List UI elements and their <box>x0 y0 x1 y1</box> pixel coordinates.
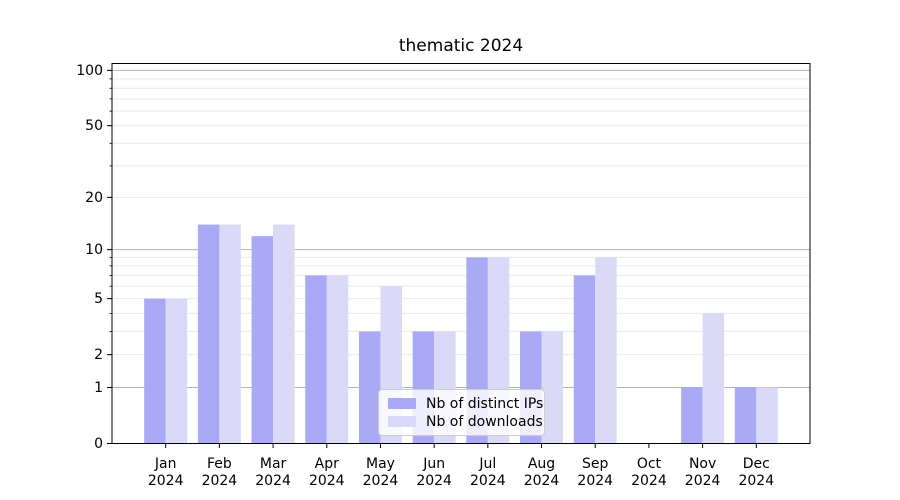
legend-swatch-downloads <box>388 416 416 427</box>
bar-downloads-nov-2024 <box>702 313 725 444</box>
bar-distinct-ips-feb-2024 <box>197 224 220 444</box>
y-tick-label-0: 0 <box>94 436 103 452</box>
y-tick-label-20: 20 <box>85 190 103 206</box>
bar-downloads-feb-2024 <box>219 224 241 444</box>
x-tick-label-mar: Mar 2024 <box>255 456 291 489</box>
x-tick-label-dec: Dec 2024 <box>738 456 774 489</box>
y-tick-label-100: 100 <box>76 63 103 79</box>
x-tick-label-oct: Oct 2024 <box>631 456 667 489</box>
bar-distinct-ips-jan-2024 <box>144 298 166 444</box>
bar-distinct-ips-sep-2024 <box>573 275 596 444</box>
bar-downloads-aug-2024 <box>541 331 564 444</box>
bar-downloads-mar-2024 <box>273 224 295 444</box>
x-tick-label-sep: Sep 2024 <box>577 456 613 489</box>
legend-swatch-distinct-ips <box>388 398 416 409</box>
y-tick-label-1: 1 <box>94 380 103 396</box>
x-tick-label-aug: Aug 2024 <box>524 456 560 489</box>
legend-item-distinct-ips: Nb of distinct IPs <box>388 396 543 412</box>
y-tick-label-5: 5 <box>94 291 103 307</box>
plot-border <box>111 63 811 444</box>
legend-item-downloads: Nb of downloads <box>388 414 543 430</box>
bar-downloads-apr-2024 <box>326 275 349 444</box>
x-tick-label-jul: Jul 2024 <box>470 456 506 489</box>
x-tick-label-jan: Jan 2024 <box>148 456 184 489</box>
chart-title: thematic 2024 <box>398 36 524 56</box>
x-tick-label-apr: Apr 2024 <box>309 456 345 489</box>
bar-distinct-ips-dec-2024 <box>734 387 757 444</box>
bar-downloads-jan-2024 <box>165 298 188 444</box>
legend-label-downloads: Nb of downloads <box>426 413 543 430</box>
bar-distinct-ips-nov-2024 <box>681 387 703 444</box>
bar-distinct-ips-mar-2024 <box>251 236 274 444</box>
y-tick-label-2: 2 <box>94 347 103 363</box>
y-tick-label-50: 50 <box>85 118 103 134</box>
x-tick-label-may: May 2024 <box>363 456 399 489</box>
y-tick-label-10: 10 <box>85 242 103 258</box>
x-tick-label-feb: Feb 2024 <box>202 456 238 489</box>
legend: Nb of distinct IPs Nb of downloads <box>378 389 545 436</box>
bar-distinct-ips-may-2024 <box>358 331 381 444</box>
x-tick-label-jun: Jun 2024 <box>416 456 452 489</box>
bar-downloads-sep-2024 <box>595 257 617 444</box>
x-tick-label-nov: Nov 2024 <box>685 456 721 489</box>
bar-distinct-ips-apr-2024 <box>305 275 327 444</box>
bar-downloads-dec-2024 <box>756 387 778 444</box>
legend-label-distinct-ips: Nb of distinct IPs <box>426 395 544 412</box>
